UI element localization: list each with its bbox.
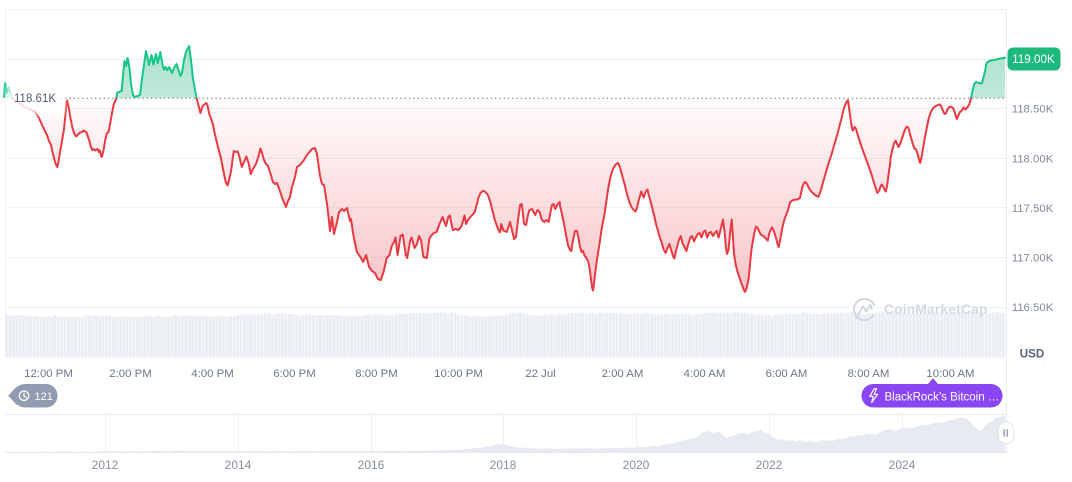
svg-text:4:00 AM: 4:00 AM <box>684 368 726 380</box>
svg-text:6:00 AM: 6:00 AM <box>766 368 808 380</box>
svg-text:2018: 2018 <box>490 458 517 472</box>
svg-text:119.00K: 119.00K <box>1012 53 1055 66</box>
svg-text:10:00 PM: 10:00 PM <box>434 368 483 380</box>
svg-text:117.00K: 117.00K <box>1012 253 1054 265</box>
svg-text:2:00 PM: 2:00 PM <box>109 368 151 380</box>
svg-text:2014: 2014 <box>225 458 252 472</box>
svg-text:12:00 PM: 12:00 PM <box>24 368 73 380</box>
svg-text:118.61K: 118.61K <box>14 93 56 105</box>
svg-text:2:00 AM: 2:00 AM <box>602 368 644 380</box>
svg-text:121: 121 <box>35 391 53 403</box>
svg-text:10:00 AM: 10:00 AM <box>926 368 974 380</box>
svg-text:118.50K: 118.50K <box>1012 104 1054 116</box>
svg-text:2012: 2012 <box>92 458 119 472</box>
svg-text:117.50K: 117.50K <box>1012 203 1054 215</box>
svg-text:22 Jul: 22 Jul <box>525 368 555 380</box>
svg-text:2024: 2024 <box>889 458 916 472</box>
svg-text:2020: 2020 <box>623 458 650 472</box>
svg-text:118.00K: 118.00K <box>1012 153 1054 165</box>
svg-text:8:00 PM: 8:00 PM <box>355 368 397 380</box>
svg-text:CoinMarketCap: CoinMarketCap <box>884 302 988 317</box>
svg-text:2022: 2022 <box>756 458 783 472</box>
svg-text:6:00 PM: 6:00 PM <box>273 368 315 380</box>
svg-text:BlackRock’s Bitcoin …: BlackRock’s Bitcoin … <box>885 391 1000 403</box>
svg-text:116.50K: 116.50K <box>1012 302 1054 314</box>
svg-text:4:00 PM: 4:00 PM <box>191 368 233 380</box>
svg-text:USD: USD <box>1020 348 1044 361</box>
svg-text:8:00 AM: 8:00 AM <box>848 368 890 380</box>
svg-text:2016: 2016 <box>358 458 385 472</box>
